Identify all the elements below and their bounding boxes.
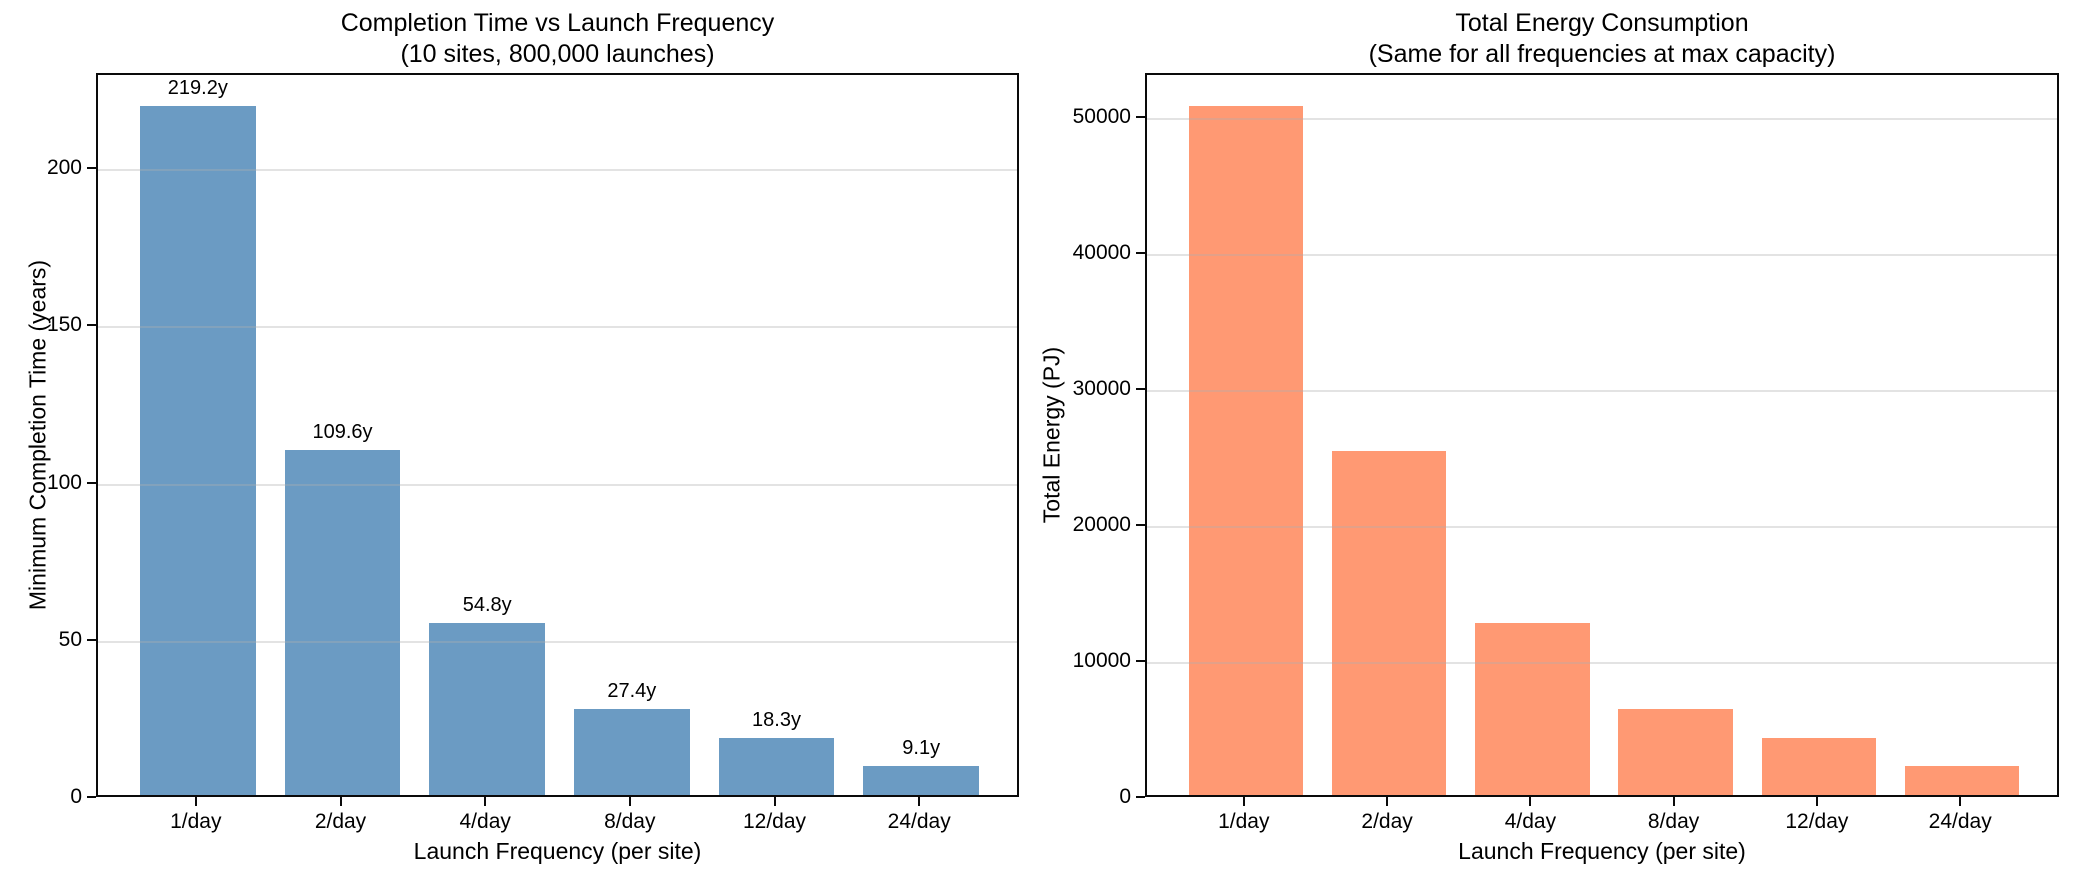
y-tick-mark [1136, 523, 1145, 526]
x-axis-label: Launch Frequency (per site) [413, 838, 702, 864]
x-tick-mark [484, 797, 487, 806]
x-tick-label: 4/day [1504, 810, 1557, 833]
y-tick-mark [87, 324, 96, 327]
x-tick-mark [1386, 797, 1389, 806]
y-tick-label: 10000 [1072, 648, 1131, 672]
bar-12-day [718, 737, 835, 795]
x-axis-label: Launch Frequency (per site) [1458, 838, 1746, 864]
y-tick-mark [1136, 115, 1145, 118]
bar-4-day [1475, 622, 1590, 795]
bar-value-label: 54.8y [462, 593, 512, 616]
bar-value-label: 109.6y [312, 421, 373, 444]
y-tick-label: 50000 [1072, 104, 1131, 128]
y-tick-label: 50 [58, 627, 82, 651]
x-tick-label: 1/day [1218, 810, 1270, 833]
chart-subtitle: (Same for all frequencies at max capacit… [1368, 40, 1836, 68]
chart-title: Completion Time vs Launch Frequency [340, 9, 775, 37]
x-tick-label: 8/day [604, 810, 656, 833]
y-tick-label: 20000 [1072, 512, 1131, 536]
gridline [98, 640, 1017, 643]
x-tick-mark [1529, 797, 1532, 806]
gridline [1147, 525, 2057, 528]
bar-value-label: 18.3y [752, 708, 801, 731]
bar-2-day [1331, 450, 1447, 795]
bar-12-day [1761, 737, 1877, 795]
x-tick-label: 1/day [170, 810, 222, 833]
chart-title-block: Total Energy Consumption (Same for all f… [1145, 8, 2059, 70]
y-tick-label: 30000 [1072, 376, 1131, 400]
gridline [1147, 117, 2057, 120]
x-tick-mark [1672, 797, 1675, 806]
x-tick-mark [1959, 797, 1962, 806]
x-tick-label: 24/day [887, 810, 951, 833]
x-tick-label: 2/day [1361, 810, 1413, 833]
x-tick-mark [1815, 797, 1818, 806]
bar-4-day [429, 622, 545, 795]
y-tick-label: 100 [46, 470, 82, 494]
y-axis-label: Minimum Completion Time (years) [24, 259, 51, 611]
x-tick-label: 12/day [1785, 810, 1849, 833]
x-tick-label: 24/day [1928, 810, 1992, 833]
plot-area: 219.2y 109.6y 54.8y 27.4y 18.3y 9.1y [96, 73, 1019, 797]
bar-value-label: 27.4y [607, 679, 657, 702]
y-tick-mark [1136, 659, 1145, 662]
x-tick-mark [773, 797, 776, 806]
bar-24-day [1904, 766, 2020, 795]
bar-value-label: 9.1y [902, 737, 941, 760]
bar-value-label: 219.2y [167, 76, 228, 99]
y-tick-label: 0 [70, 785, 82, 808]
x-tick-mark [918, 797, 921, 806]
x-tick-mark [194, 797, 197, 806]
chart-title-block: Completion Time vs Launch Frequency (10 … [96, 8, 1019, 70]
bar-8-day [1618, 708, 1733, 795]
chart-subtitle: (10 sites, 800,000 launches) [400, 40, 715, 68]
gridline [98, 483, 1017, 486]
y-tick-label: 150 [46, 313, 82, 337]
plot-area [1145, 73, 2059, 797]
gridline [1147, 661, 2057, 664]
gridline [98, 169, 1017, 172]
y-axis-label: Total Energy (PJ) [1038, 346, 1065, 524]
bar-2-day [284, 450, 401, 795]
gridline [1147, 389, 2057, 392]
y-tick-mark [1136, 796, 1145, 798]
y-tick-mark [1136, 387, 1145, 390]
y-tick-mark [1136, 251, 1145, 254]
bar-8-day [574, 708, 690, 795]
gridline [1147, 253, 2057, 256]
chart-title: Total Energy Consumption [1455, 9, 1749, 37]
y-tick-mark [87, 638, 96, 641]
y-tick-mark [87, 481, 96, 484]
bar-1-day [1188, 106, 1304, 795]
bar-24-day [863, 766, 979, 795]
x-tick-mark [1242, 797, 1245, 806]
x-tick-label: 12/day [742, 810, 807, 833]
y-tick-mark [87, 167, 96, 170]
y-tick-label: 40000 [1072, 240, 1131, 264]
gridline [98, 326, 1017, 329]
y-tick-mark [87, 796, 96, 798]
x-tick-mark [339, 797, 342, 806]
x-tick-label: 4/day [459, 810, 511, 833]
bar-1-day [140, 105, 256, 795]
x-tick-label: 8/day [1647, 810, 1700, 833]
x-tick-label: 2/day [314, 810, 367, 833]
y-tick-label: 0 [1119, 785, 1131, 808]
x-tick-mark [628, 797, 631, 806]
y-tick-label: 200 [46, 156, 82, 180]
